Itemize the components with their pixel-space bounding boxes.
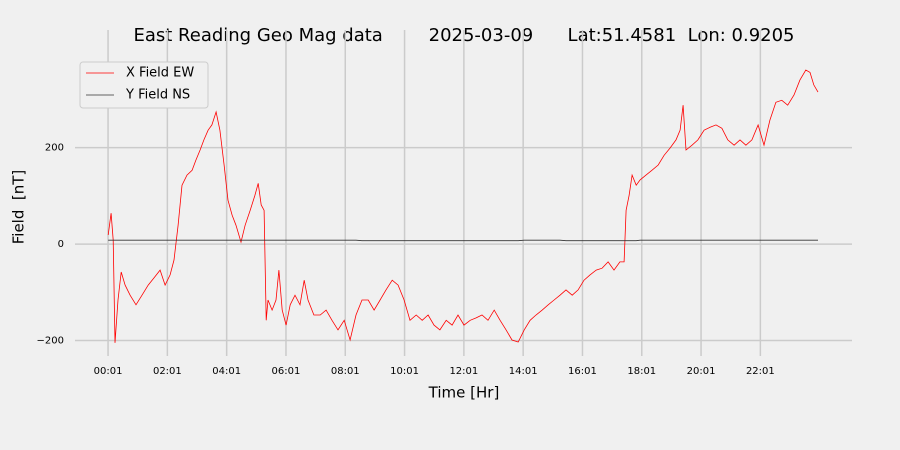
x-tick-label: 20:01 (687, 366, 716, 377)
y-tick-label: 0 (58, 239, 64, 250)
x-tick-label: 14:01 (509, 366, 538, 377)
data-line (107, 69, 819, 343)
x-axis-label: Time [Hr] (428, 384, 500, 402)
x-tick-label: 08:01 (331, 366, 360, 377)
y-tick-label: 200 (45, 143, 64, 154)
x-tick-label: 02:01 (153, 366, 182, 377)
x-tick-label: 00:01 (94, 366, 123, 377)
x-tick-label: 16:01 (568, 366, 597, 377)
x-tick-label: 10:01 (390, 366, 419, 377)
x-tick-label: 06:01 (272, 366, 301, 377)
x-tick-label: 22:01 (746, 366, 775, 377)
x-tick-label: 12:01 (449, 366, 478, 377)
legend-label: X Field EW (126, 66, 194, 81)
legend-box (79, 61, 209, 109)
data-line (108, 239, 818, 242)
y-axis-label: Field [nT] (10, 170, 28, 245)
legend-label: Y Field NS (125, 88, 190, 103)
y-tick-label: −200 (37, 336, 64, 347)
x-tick-label: 04:01 (212, 366, 241, 377)
x-tick-label: 18:01 (627, 366, 656, 377)
